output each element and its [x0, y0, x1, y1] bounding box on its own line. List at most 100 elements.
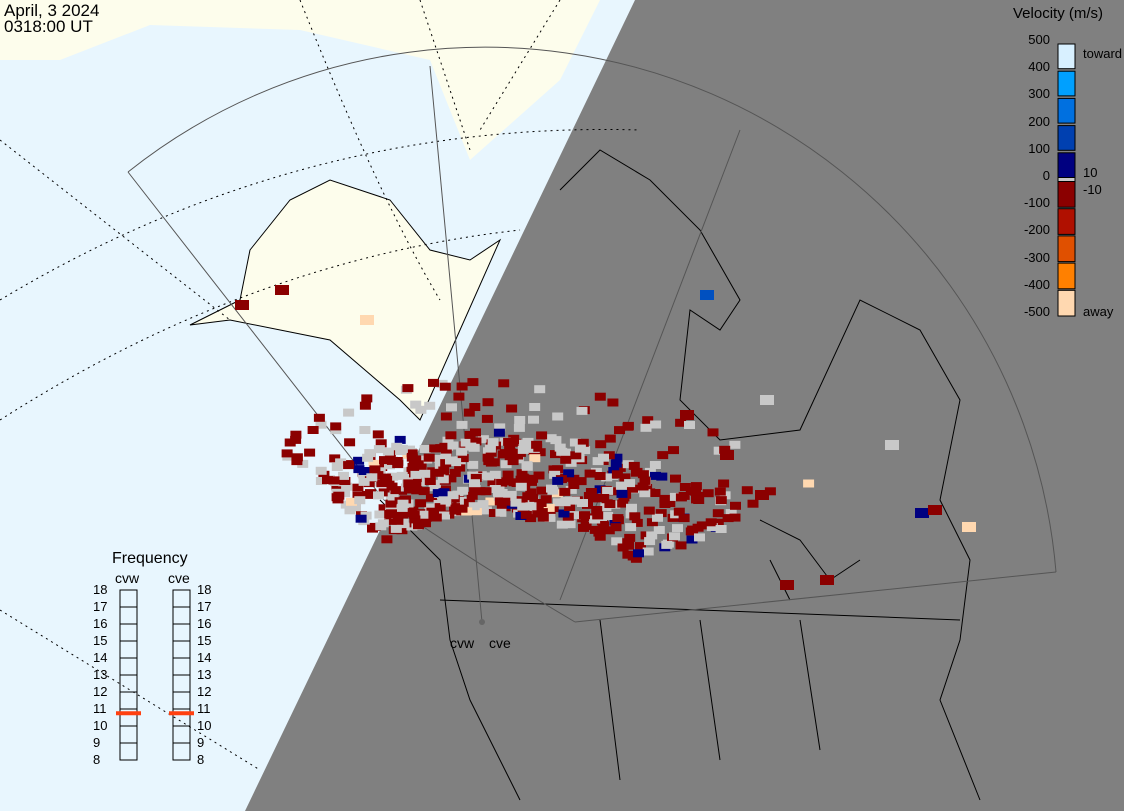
velocity-cell [470, 437, 482, 446]
velocity-cell [657, 451, 669, 460]
velocity-cell [623, 541, 635, 550]
velocity-cell [328, 476, 340, 485]
velocity-cell [607, 398, 619, 407]
velocity-cell [517, 445, 529, 454]
velocity-cell [537, 513, 549, 522]
frequency-marker [116, 711, 141, 716]
velocity-cell [568, 481, 580, 489]
time-label: 0318:00 UT [4, 17, 93, 36]
velocity-cell [540, 495, 552, 504]
velocity-cell [410, 480, 422, 488]
velocity-cell [692, 523, 704, 532]
frequency-title: Frequency [112, 550, 188, 567]
velocity-cell [543, 503, 555, 512]
frequency-tick: 17 [93, 599, 108, 614]
velocity-cell [410, 400, 422, 409]
velocity-cell [487, 438, 499, 447]
velocity-cell [495, 508, 507, 517]
velocity-cell [694, 533, 705, 542]
velocity-cell [385, 499, 397, 508]
velocity-tick: 200 [1028, 113, 1050, 129]
velocity-cell [568, 474, 580, 483]
velocity-cell [408, 457, 420, 466]
velocity-cell [725, 509, 737, 518]
velocity-cell [560, 455, 572, 464]
velocity-cell [633, 549, 644, 558]
velocity-cell [499, 449, 511, 458]
velocity-cell [387, 492, 399, 501]
velocity-cell [467, 460, 479, 469]
velocity-cell [439, 382, 451, 391]
velocity-cell [536, 508, 548, 517]
velocity-cell [624, 479, 636, 488]
frequency-tick: 16 [197, 616, 212, 631]
velocity-cell [411, 486, 423, 495]
velocity-cell [373, 491, 384, 500]
velocity-cell [470, 507, 482, 516]
threshold-pos-label: 10 [1083, 165, 1098, 180]
velocity-cell [343, 461, 355, 470]
velocity-cell [631, 518, 643, 527]
velocity-cell [576, 406, 588, 415]
night-region [245, 0, 1124, 811]
velocity-cell [477, 500, 489, 509]
velocity-cell [714, 487, 726, 496]
velocity-cell [569, 438, 581, 447]
velocity-cell [313, 413, 325, 422]
velocity-cell [536, 486, 548, 495]
velocity-cell [360, 315, 374, 325]
velocity-cell [675, 541, 687, 550]
velocity-cell [307, 426, 319, 434]
velocity-cell [712, 518, 724, 527]
velocity-cell [592, 457, 604, 466]
velocity-cell [499, 497, 511, 506]
velocity-cell [488, 509, 500, 517]
velocity-cell [440, 412, 452, 421]
freq-site-label-cvw: cvw [115, 570, 140, 586]
velocity-cell [379, 456, 390, 465]
threshold-neg-label: -10 [1083, 182, 1102, 197]
frequency-tick: 12 [197, 684, 212, 699]
velocity-cell [780, 580, 794, 590]
velocity-cell [764, 487, 776, 496]
velocity-tick: 400 [1028, 59, 1050, 75]
radar-fov [127, 46, 1057, 623]
radar-site-marker [479, 619, 485, 625]
velocity-cell [428, 378, 439, 387]
velocity-cell [502, 470, 514, 479]
velocity-cell [373, 445, 385, 454]
velocity-cell [359, 401, 371, 410]
velocity-cell [544, 513, 556, 522]
velocity-cell [570, 451, 582, 460]
velocity-cell [556, 447, 568, 456]
velocity-cell [498, 379, 510, 388]
velocity-cell [504, 441, 516, 450]
velocity-cell [352, 491, 364, 500]
velocity-cell [435, 444, 447, 453]
velocity-cell [559, 487, 571, 496]
frequency-tick: 15 [197, 633, 212, 648]
velocity-cell [430, 513, 442, 522]
velocity-cell [361, 394, 373, 403]
velocity-tick: -500 [1023, 304, 1050, 319]
velocity-cell [579, 511, 590, 520]
velocity-cell [669, 532, 680, 541]
velocity-cell [514, 416, 526, 424]
day-land [0, 0, 600, 421]
velocity-cell [413, 521, 424, 530]
velocity-cell [366, 473, 378, 482]
velocity-cell [705, 518, 717, 527]
velocity-cell [644, 537, 656, 546]
velocity-cell [565, 485, 577, 494]
velocity-cell [424, 477, 436, 485]
colorbar-segment [1057, 177, 1076, 182]
velocity-cell [755, 490, 769, 500]
velocity-cell [384, 461, 395, 470]
velocity-cell [483, 472, 495, 481]
velocity-cell [656, 472, 668, 481]
velocity-cell [616, 489, 628, 498]
velocity-cell [437, 475, 449, 484]
velocity-cell [578, 523, 589, 532]
velocity-cell [642, 416, 654, 425]
